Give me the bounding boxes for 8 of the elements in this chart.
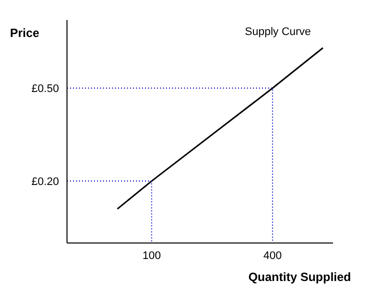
y-tick-label: £0.20 — [31, 176, 59, 188]
x-axis-title: Quantity Supplied — [248, 270, 351, 284]
y-axis-title: Price — [10, 26, 40, 40]
line-series — [116, 47, 324, 210]
series-label: Supply Curve — [244, 26, 311, 38]
x-tick-label: 400 — [263, 250, 282, 262]
x-tick-label: 100 — [142, 250, 161, 262]
y-tick-label: £0.50 — [31, 83, 59, 96]
